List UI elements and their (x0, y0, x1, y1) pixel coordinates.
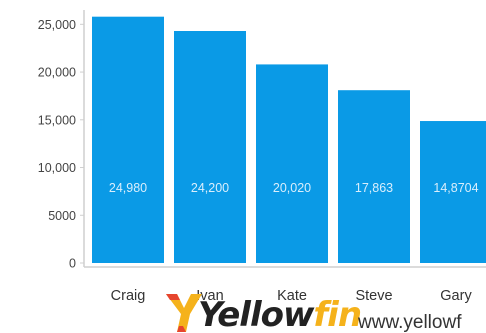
y-tick-label: 25,000 (38, 18, 76, 32)
yellowfin-y-icon (166, 294, 202, 332)
yellowfin-watermark: Yellowfin www.yellowf (166, 294, 462, 333)
bar-steve (338, 90, 410, 263)
category-label: Steve (355, 288, 392, 304)
data-label: 24,980 (109, 181, 147, 195)
y-tick-label: 0 (69, 257, 76, 271)
brand-suffix: fin (313, 295, 361, 333)
bar-gary (420, 121, 486, 263)
bar-craig (92, 16, 164, 264)
y-tick-label: 15,000 (38, 113, 76, 127)
data-label: 14,8704 (433, 181, 478, 195)
y-tick-label: 20,000 (38, 66, 76, 80)
category-label: Craig (111, 288, 146, 304)
category-label: Ivan (196, 288, 223, 304)
y-tick-label: 5000 (48, 209, 76, 223)
bar-kate (256, 64, 328, 263)
data-label: 20,020 (273, 181, 311, 195)
axis-layer: 0 5000 10,000 15,000 20,000 25,000 (38, 10, 486, 271)
category-label: Gary (440, 288, 472, 304)
bar-ivan (174, 31, 246, 264)
data-label: 24,200 (191, 181, 229, 195)
brand-prefix: Yellow (198, 295, 315, 333)
labels-layer: 24,980 Craig 24,200 Ivan 20,020 Kate 17,863 Ste… (109, 181, 479, 304)
yellowfin-wordmark: Yellowfin (198, 295, 361, 333)
data-label: 17,863 (355, 181, 393, 195)
bars-layer (92, 16, 486, 264)
watermark-url: www.yellowf (357, 312, 462, 333)
category-label: Kate (277, 288, 307, 304)
y-tick-label: 10,000 (38, 161, 76, 175)
